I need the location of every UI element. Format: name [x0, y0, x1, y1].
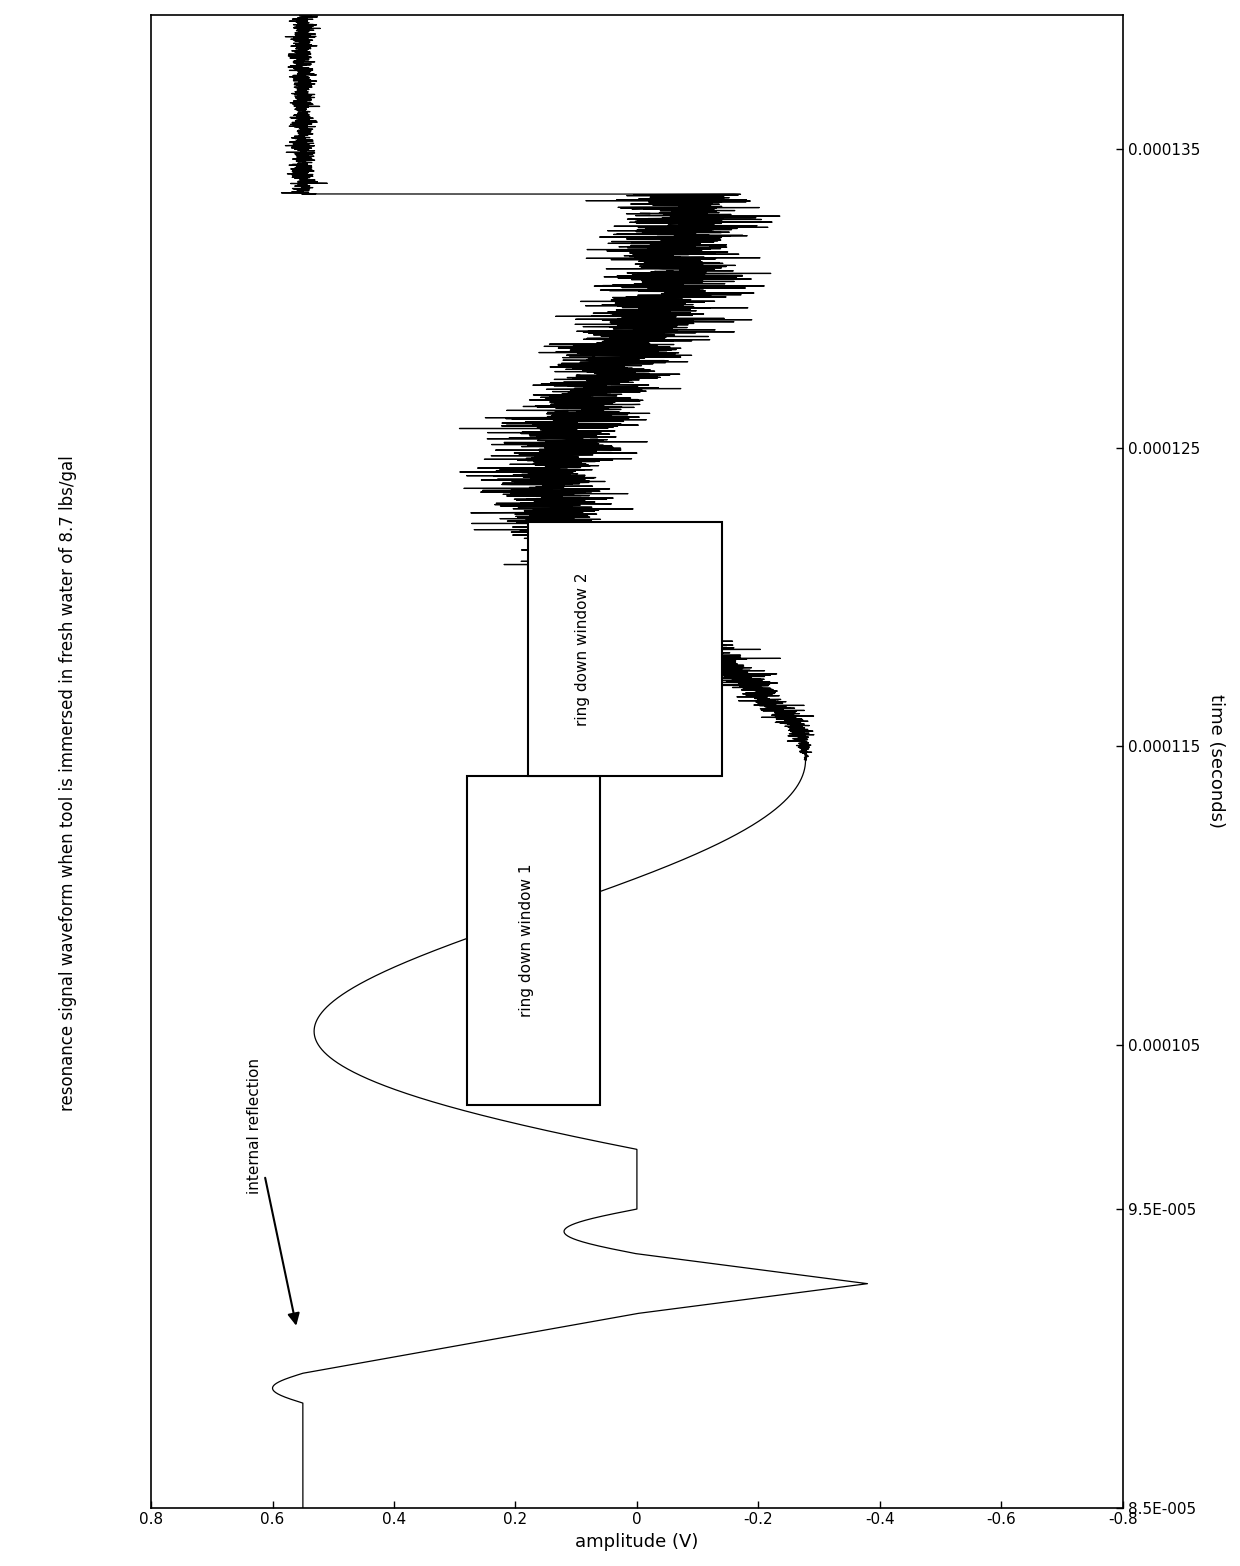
Text: ring down window 2: ring down window 2: [574, 573, 589, 727]
Bar: [467, 777, 600, 1104]
X-axis label: amplitude (V): amplitude (V): [575, 1533, 698, 1550]
Text: internal reflection: internal reflection: [247, 1059, 299, 1323]
Y-axis label: time (seconds): time (seconds): [1207, 694, 1225, 828]
Text: ring down window 1: ring down window 1: [520, 864, 534, 1018]
Bar: [527, 523, 722, 777]
Text: resonance signal waveform when tool is immersed in fresh water of 8.7 lbs/gal: resonance signal waveform when tool is i…: [60, 456, 77, 1110]
